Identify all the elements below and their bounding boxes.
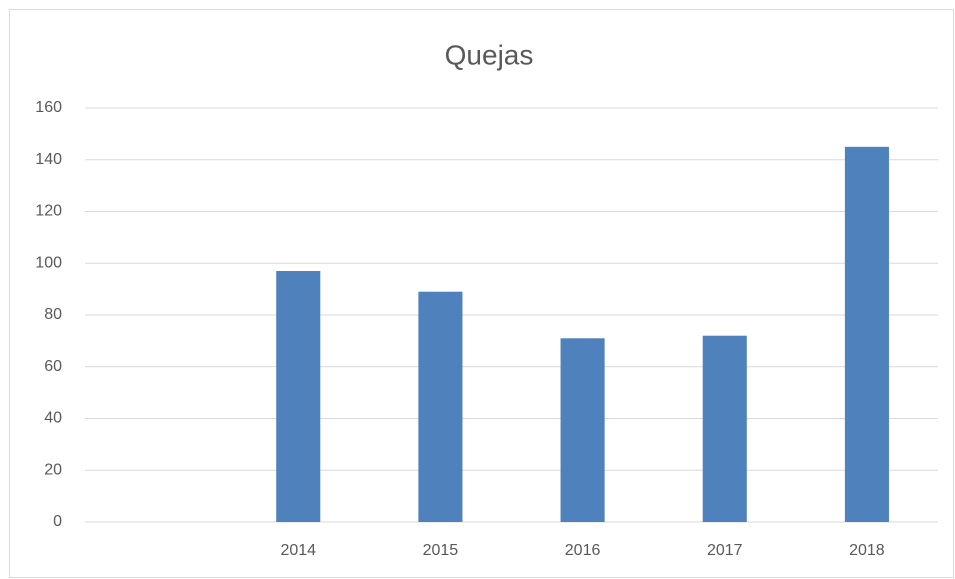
bar	[276, 271, 321, 522]
chart-frame	[9, 9, 954, 578]
y-tick-label: 120	[35, 203, 62, 220]
y-tick-label: 60	[44, 358, 62, 375]
bar	[560, 338, 605, 522]
x-tick-label: 2016	[565, 542, 601, 559]
y-tick-label: 100	[35, 254, 62, 271]
bar	[844, 146, 889, 522]
y-tick-label: 140	[35, 151, 62, 168]
bar	[418, 291, 463, 522]
y-tick-label: 0	[53, 513, 62, 530]
y-tick-label: 160	[35, 99, 62, 116]
y-tick-label: 80	[44, 306, 62, 323]
x-tick-label: 2015	[423, 542, 459, 559]
bar	[702, 335, 747, 522]
x-tick-label: 2018	[849, 542, 885, 559]
x-tick-label: 2017	[707, 542, 743, 559]
chart-title: Quejas	[445, 39, 534, 70]
x-tick-label: 2014	[280, 542, 316, 559]
y-tick-label: 40	[44, 410, 62, 427]
y-tick-label: 20	[44, 461, 62, 478]
